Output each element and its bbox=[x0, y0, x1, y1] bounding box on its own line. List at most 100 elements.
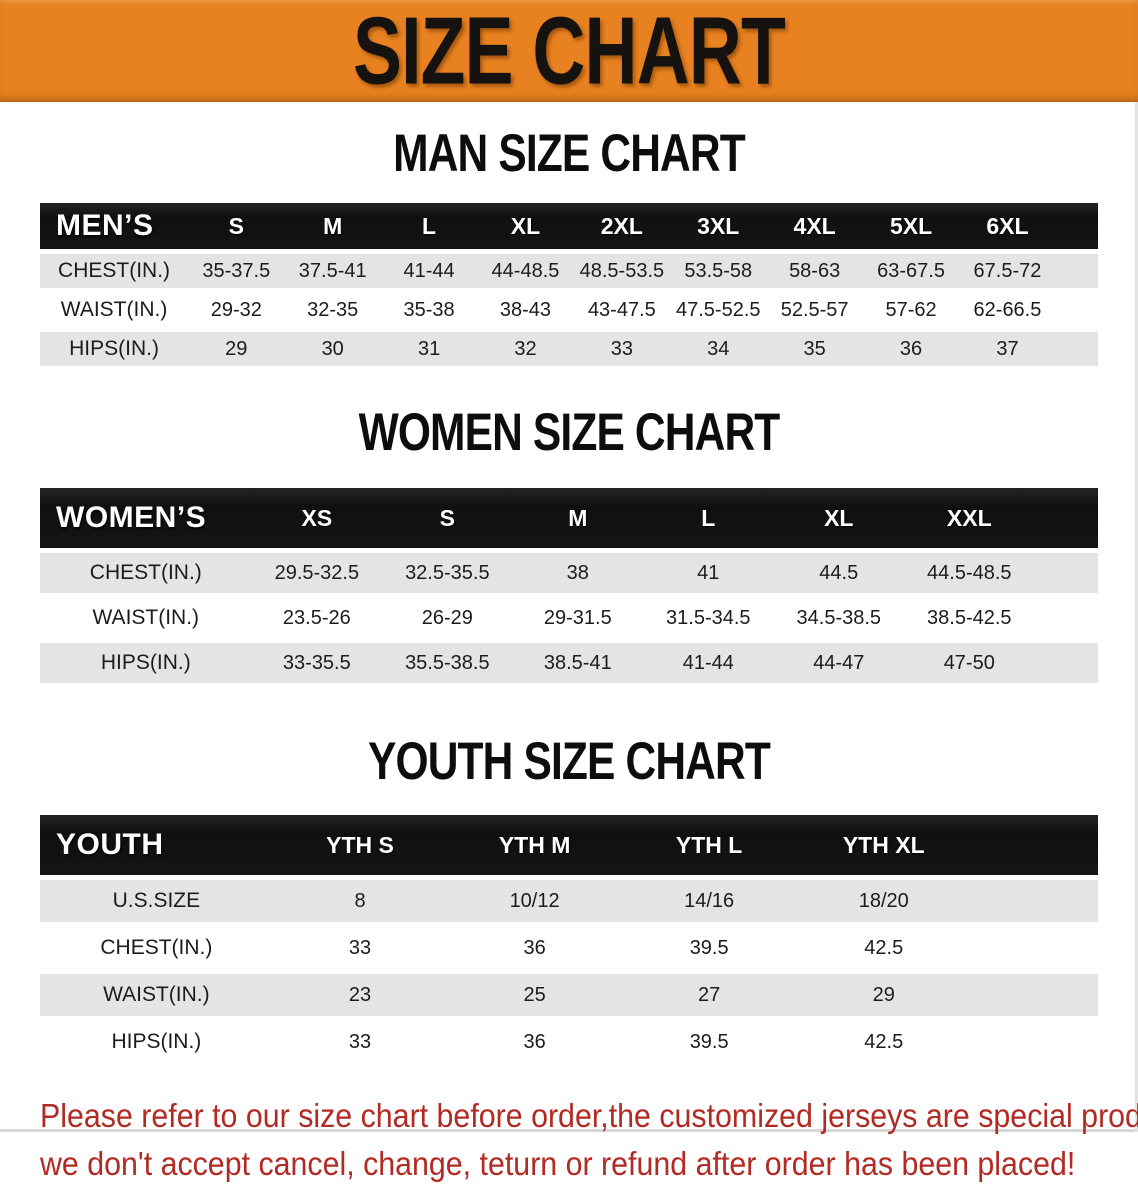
size-value-cell: 23.5-26 bbox=[282, 606, 351, 629]
size-column-header: 6XL bbox=[959, 203, 1056, 249]
size-value-cell: 47-50 bbox=[943, 651, 995, 674]
size-column-header: 4XL bbox=[766, 203, 863, 249]
size-value-cell: 30 bbox=[321, 337, 344, 360]
row-filler-cell bbox=[1056, 254, 1098, 288]
size-value-cell: 29 bbox=[872, 983, 895, 1006]
size-value-cell: 37 bbox=[996, 337, 1019, 360]
size-column-header: M bbox=[512, 488, 644, 548]
size-column-header: YTH M bbox=[447, 815, 622, 875]
size-value-cell: 39.5 bbox=[689, 936, 729, 959]
measurement-row: WAIST(IN.) 29-32 32-35 35-38 38-43 43-47.5 47.… bbox=[40, 293, 1098, 327]
measurement-row-label: WAIST(IN.) bbox=[60, 298, 168, 321]
size-column-header: YTH L bbox=[621, 815, 797, 875]
size-column-header: M bbox=[284, 203, 381, 249]
youth-size-chart-section: YOUTH SIZE CHART YOUTH YTH S YTH M YTH L YTH… bbox=[0, 731, 1138, 1068]
size-value-cell: 63-67.5 bbox=[877, 259, 945, 282]
size-value-cell: 42.5 bbox=[864, 1030, 904, 1053]
disclaimer-note: Please refer to our size chart before or… bbox=[40, 1092, 1138, 1188]
size-value-cell: 10/12 bbox=[509, 889, 560, 912]
table-corner-label: MEN’S bbox=[40, 203, 189, 249]
row-filler-cell bbox=[971, 927, 1098, 969]
size-value-cell: 67.5-72 bbox=[973, 259, 1042, 282]
size-value-cell: 35-38 bbox=[403, 298, 455, 321]
size-table-header-row: WOMEN’S XS S M L XL XXL bbox=[40, 488, 1098, 548]
row-filler-cell bbox=[1035, 643, 1098, 683]
women-size-chart-heading: WOMEN SIZE CHART bbox=[358, 402, 781, 462]
size-value-cell: 33 bbox=[348, 936, 372, 959]
size-value-cell: 47.5-52.5 bbox=[676, 298, 761, 321]
size-value-cell: 29-32 bbox=[210, 298, 262, 321]
size-value-cell: 57-62 bbox=[885, 298, 937, 321]
size-value-cell: 35.5-38.5 bbox=[405, 651, 490, 674]
size-value-cell: 25 bbox=[523, 983, 546, 1006]
size-value-cell: 35 bbox=[803, 337, 826, 360]
size-value-cell: 39.5 bbox=[689, 1030, 729, 1053]
youth-size-table: YOUTH YTH S YTH M YTH L YTH XL U.S.SIZE 8 10/12… bbox=[40, 810, 1098, 1068]
row-filler-cell bbox=[1056, 332, 1098, 366]
size-value-cell: 48.5-53.5 bbox=[579, 259, 665, 282]
man-size-chart-section: MAN SIZE CHART MEN’S S M L XL 2XL 3XL 4XL 5XL 6XL… bbox=[0, 123, 1138, 371]
size-value-cell: 38.5-41 bbox=[543, 651, 612, 674]
size-table-header-row: MEN’S S M L XL 2XL 3XL 4XL 5XL 6XL bbox=[40, 203, 1098, 249]
size-column-header: XS bbox=[251, 488, 383, 548]
size-value-cell: 14/16 bbox=[684, 889, 735, 912]
measurement-row: HIPS(IN.) 29 30 31 32 33 34 35 36 37 bbox=[40, 332, 1098, 366]
size-column-header: L bbox=[643, 488, 774, 548]
size-column-header: 5XL bbox=[862, 203, 960, 249]
header-filler-cell bbox=[971, 815, 1098, 875]
measurement-row-label: U.S.SIZE bbox=[112, 889, 201, 912]
row-filler-cell bbox=[1035, 553, 1098, 593]
size-column-header: S bbox=[188, 203, 285, 249]
size-value-cell: 36 bbox=[523, 936, 546, 959]
measurement-row: HIPS(IN.) 33-35.5 35.5-38.5 38.5-41 41-44 44-… bbox=[40, 643, 1098, 683]
measurement-row-label: HIPS(IN.) bbox=[111, 1030, 202, 1053]
size-value-cell: 34 bbox=[707, 337, 730, 360]
size-column-header: 2XL bbox=[573, 203, 671, 249]
size-value-cell: 29 bbox=[225, 337, 248, 360]
size-value-cell: 37.5-41 bbox=[298, 259, 367, 282]
table-corner-label: WOMEN’S bbox=[40, 488, 252, 548]
size-value-cell: 33 bbox=[348, 1030, 372, 1053]
measurement-row: U.S.SIZE 8 10/12 14/16 18/20 bbox=[40, 880, 1098, 922]
size-value-cell: 38-43 bbox=[499, 298, 552, 321]
size-column-header: YTH XL bbox=[796, 815, 972, 875]
size-value-cell: 32.5-35.5 bbox=[405, 561, 490, 584]
measurement-row-label: CHEST(IN.) bbox=[100, 936, 213, 959]
size-chart-banner: SIZE CHART bbox=[0, 0, 1138, 103]
row-filler-cell bbox=[1056, 293, 1098, 327]
size-value-cell: 53.5-58 bbox=[684, 259, 753, 282]
men-size-table: MEN’S S M L XL 2XL 3XL 4XL 5XL 6XL CHEST(IN.) 35-37… bbox=[40, 198, 1098, 371]
youth-size-chart-heading: YOUTH SIZE CHART bbox=[368, 731, 771, 791]
disclaimer-line-1: Please refer to our size chart before or… bbox=[40, 1097, 1138, 1134]
size-value-cell: 52.5-57 bbox=[780, 298, 849, 321]
size-table-header-row: YOUTH YTH S YTH M YTH L YTH XL bbox=[40, 815, 1098, 875]
size-value-cell: 33 bbox=[610, 337, 633, 360]
row-filler-cell bbox=[971, 974, 1098, 1016]
size-value-cell: 36 bbox=[523, 1030, 546, 1053]
row-filler-cell bbox=[971, 880, 1098, 922]
size-value-cell: 41-44 bbox=[403, 259, 455, 282]
size-value-cell: 44.5-48.5 bbox=[927, 561, 1012, 584]
size-value-cell: 29-31.5 bbox=[543, 606, 612, 629]
size-value-cell: 34.5-38.5 bbox=[796, 606, 882, 629]
measurement-row: WAIST(IN.) 23 25 27 29 bbox=[40, 974, 1098, 1016]
size-value-cell: 35-37.5 bbox=[202, 259, 271, 282]
women-size-chart-section: WOMEN SIZE CHART WOMEN’S XS S M L XL XXL CHEST(… bbox=[0, 402, 1138, 688]
size-value-cell: 27 bbox=[698, 983, 721, 1006]
header-filler-cell bbox=[1034, 488, 1098, 548]
man-size-chart-heading: MAN SIZE CHART bbox=[393, 123, 746, 183]
measurement-row: CHEST(IN.) 35-37.5 37.5-41 41-44 44-48.5 48.5… bbox=[40, 254, 1098, 288]
measurement-row-label: WAIST(IN.) bbox=[103, 983, 210, 1006]
size-value-cell: 32 bbox=[514, 337, 537, 360]
size-value-cell: 41 bbox=[697, 561, 720, 584]
row-filler-cell bbox=[1035, 598, 1098, 638]
size-value-cell: 36 bbox=[899, 337, 923, 360]
size-value-cell: 26-29 bbox=[421, 606, 473, 629]
measurement-row-label: HIPS(IN.) bbox=[69, 337, 159, 360]
size-value-cell: 62-66.5 bbox=[973, 298, 1042, 321]
table-corner-label: YOUTH bbox=[40, 815, 273, 875]
size-value-cell: 44-48.5 bbox=[491, 259, 560, 282]
size-column-header: XXL bbox=[904, 488, 1035, 548]
size-value-cell: 8 bbox=[354, 889, 366, 912]
